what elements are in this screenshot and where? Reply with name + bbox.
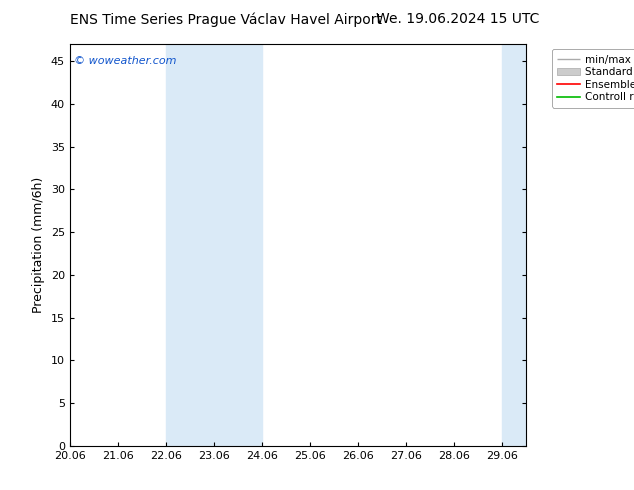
Legend: min/max, Standard deviation, Ensemble mean run, Controll run: min/max, Standard deviation, Ensemble me… <box>552 49 634 107</box>
Text: © woweather.com: © woweather.com <box>74 56 177 66</box>
Text: ENS Time Series Prague Václav Havel Airport: ENS Time Series Prague Václav Havel Airp… <box>70 12 382 27</box>
Bar <box>502 44 514 446</box>
Y-axis label: Precipitation (mm/6h): Precipitation (mm/6h) <box>32 177 45 313</box>
Bar <box>514 44 526 446</box>
Bar <box>214 44 262 446</box>
Bar <box>166 44 214 446</box>
Text: We. 19.06.2024 15 UTC: We. 19.06.2024 15 UTC <box>375 12 539 26</box>
